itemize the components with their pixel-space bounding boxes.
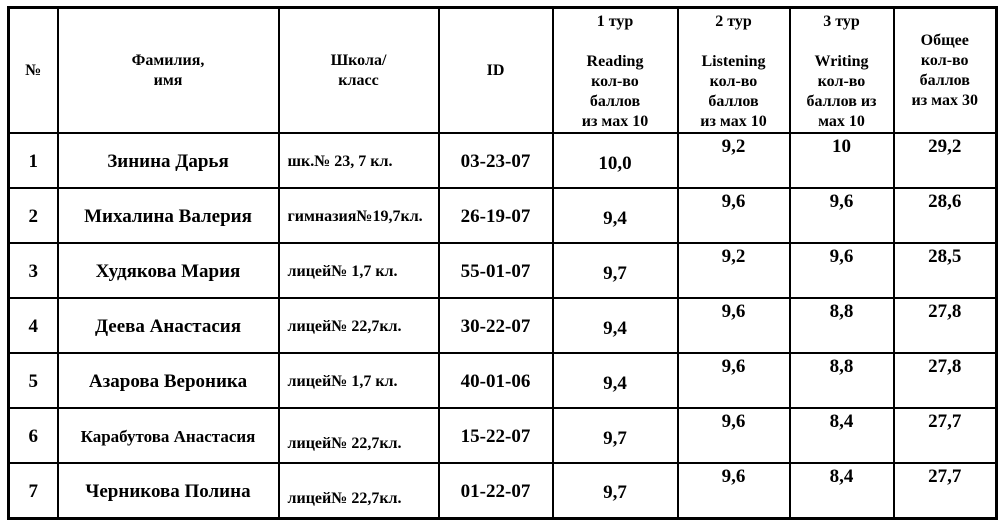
cell-reading-score: 10,0 — [551, 132, 679, 189]
column-header-round1-reading: 1 тур Reading кол-во баллов из мах 10 — [551, 6, 679, 134]
cell-listening-score: 9,6 — [676, 297, 791, 354]
table-row: 2 Михалина Валерия гимназия№19,7кл. 26-1… — [7, 187, 998, 244]
cell-school: лицей№ 22,7кл. — [277, 407, 440, 464]
cell-reading-score: 9,7 — [551, 242, 679, 299]
cell-rank: 4 — [7, 297, 59, 354]
table-row: 5 Азарова Вероника лицей№ 1,7 кл. 40-01-… — [7, 352, 998, 409]
cell-name: Черникова Полина — [56, 462, 280, 519]
cell-rank: 7 — [7, 462, 59, 519]
cell-listening-score: 9,6 — [676, 352, 791, 409]
cell-rank: 1 — [7, 132, 59, 189]
results-table: № Фамилия, имя Школа/ класс ID 1 тур Rea… — [7, 6, 998, 520]
cell-school: лицей№ 22,7кл. — [277, 297, 440, 354]
table-row: 4 Деева Анастасия лицей№ 22,7кл. 30-22-0… — [7, 297, 998, 354]
cell-rank: 6 — [7, 407, 59, 464]
header-row: № Фамилия, имя Школа/ класс ID 1 тур Rea… — [7, 6, 998, 134]
cell-id: 40-01-06 — [437, 352, 554, 409]
column-header-id: ID — [437, 6, 554, 134]
cell-id: 01-22-07 — [437, 462, 554, 519]
cell-rank: 5 — [7, 352, 59, 409]
cell-total-score: 27,7 — [892, 407, 998, 464]
cell-id: 15-22-07 — [437, 407, 554, 464]
cell-writing-score: 8,4 — [788, 407, 895, 464]
cell-rank: 3 — [7, 242, 59, 299]
cell-listening-score: 9,6 — [676, 187, 791, 244]
cell-name: Зинина Дарья — [56, 132, 280, 189]
cell-name: Худякова Мария — [56, 242, 280, 299]
cell-writing-score: 8,8 — [788, 297, 895, 354]
cell-total-score: 27,7 — [892, 462, 998, 519]
table-row: 7 Черникова Полина лицей№ 22,7кл. 01-22-… — [7, 462, 998, 519]
cell-rank: 2 — [7, 187, 59, 244]
table-row: 1 Зинина Дарья шк.№ 23, 7 кл. 03-23-07 1… — [7, 132, 998, 189]
table-row: 6 Карабутова Анастасия лицей№ 22,7кл. 15… — [7, 407, 998, 464]
cell-writing-score: 10 — [788, 132, 895, 189]
cell-writing-score: 8,4 — [788, 462, 895, 519]
cell-school: лицей№ 1,7 кл. — [277, 352, 440, 409]
cell-reading-score: 9,4 — [551, 297, 679, 354]
cell-writing-score: 9,6 — [788, 242, 895, 299]
cell-school: шк.№ 23, 7 кл. — [277, 132, 440, 189]
cell-total-score: 28,5 — [892, 242, 998, 299]
cell-id: 55-01-07 — [437, 242, 554, 299]
cell-reading-score: 9,4 — [551, 187, 679, 244]
cell-name: Карабутова Анастасия — [56, 407, 280, 464]
column-header-total: Общее кол-во баллов из мах 30 — [892, 6, 998, 134]
cell-id: 26-19-07 — [437, 187, 554, 244]
cell-reading-score: 9,7 — [551, 407, 679, 464]
cell-total-score: 29,2 — [892, 132, 998, 189]
cell-writing-score: 8,8 — [788, 352, 895, 409]
cell-name: Азарова Вероника — [56, 352, 280, 409]
cell-name: Михалина Валерия — [56, 187, 280, 244]
cell-reading-score: 9,4 — [551, 352, 679, 409]
table-row: 3 Худякова Мария лицей№ 1,7 кл. 55-01-07… — [7, 242, 998, 299]
cell-total-score: 27,8 — [892, 352, 998, 409]
cell-school: лицей№ 1,7 кл. — [277, 242, 440, 299]
cell-total-score: 27,8 — [892, 297, 998, 354]
cell-id: 30-22-07 — [437, 297, 554, 354]
cell-school: лицей№ 22,7кл. — [277, 462, 440, 519]
column-header-num: № — [7, 6, 59, 134]
column-header-round3-writing: 3 тур Writing кол-во баллов из мах 10 — [788, 6, 895, 134]
cell-reading-score: 9,7 — [551, 462, 679, 519]
cell-listening-score: 9,6 — [676, 462, 791, 519]
cell-id: 03-23-07 — [437, 132, 554, 189]
cell-listening-score: 9,6 — [676, 407, 791, 464]
cell-name: Деева Анастасия — [56, 297, 280, 354]
column-header-school: Школа/ класс — [277, 6, 440, 134]
cell-listening-score: 9,2 — [676, 242, 791, 299]
cell-listening-score: 9,2 — [676, 132, 791, 189]
cell-total-score: 28,6 — [892, 187, 998, 244]
cell-writing-score: 9,6 — [788, 187, 895, 244]
column-header-round2-listening: 2 тур Listening кол-во баллов из мах 10 — [676, 6, 791, 134]
cell-school: гимназия№19,7кл. — [277, 187, 440, 244]
column-header-name: Фамилия, имя — [56, 6, 280, 134]
